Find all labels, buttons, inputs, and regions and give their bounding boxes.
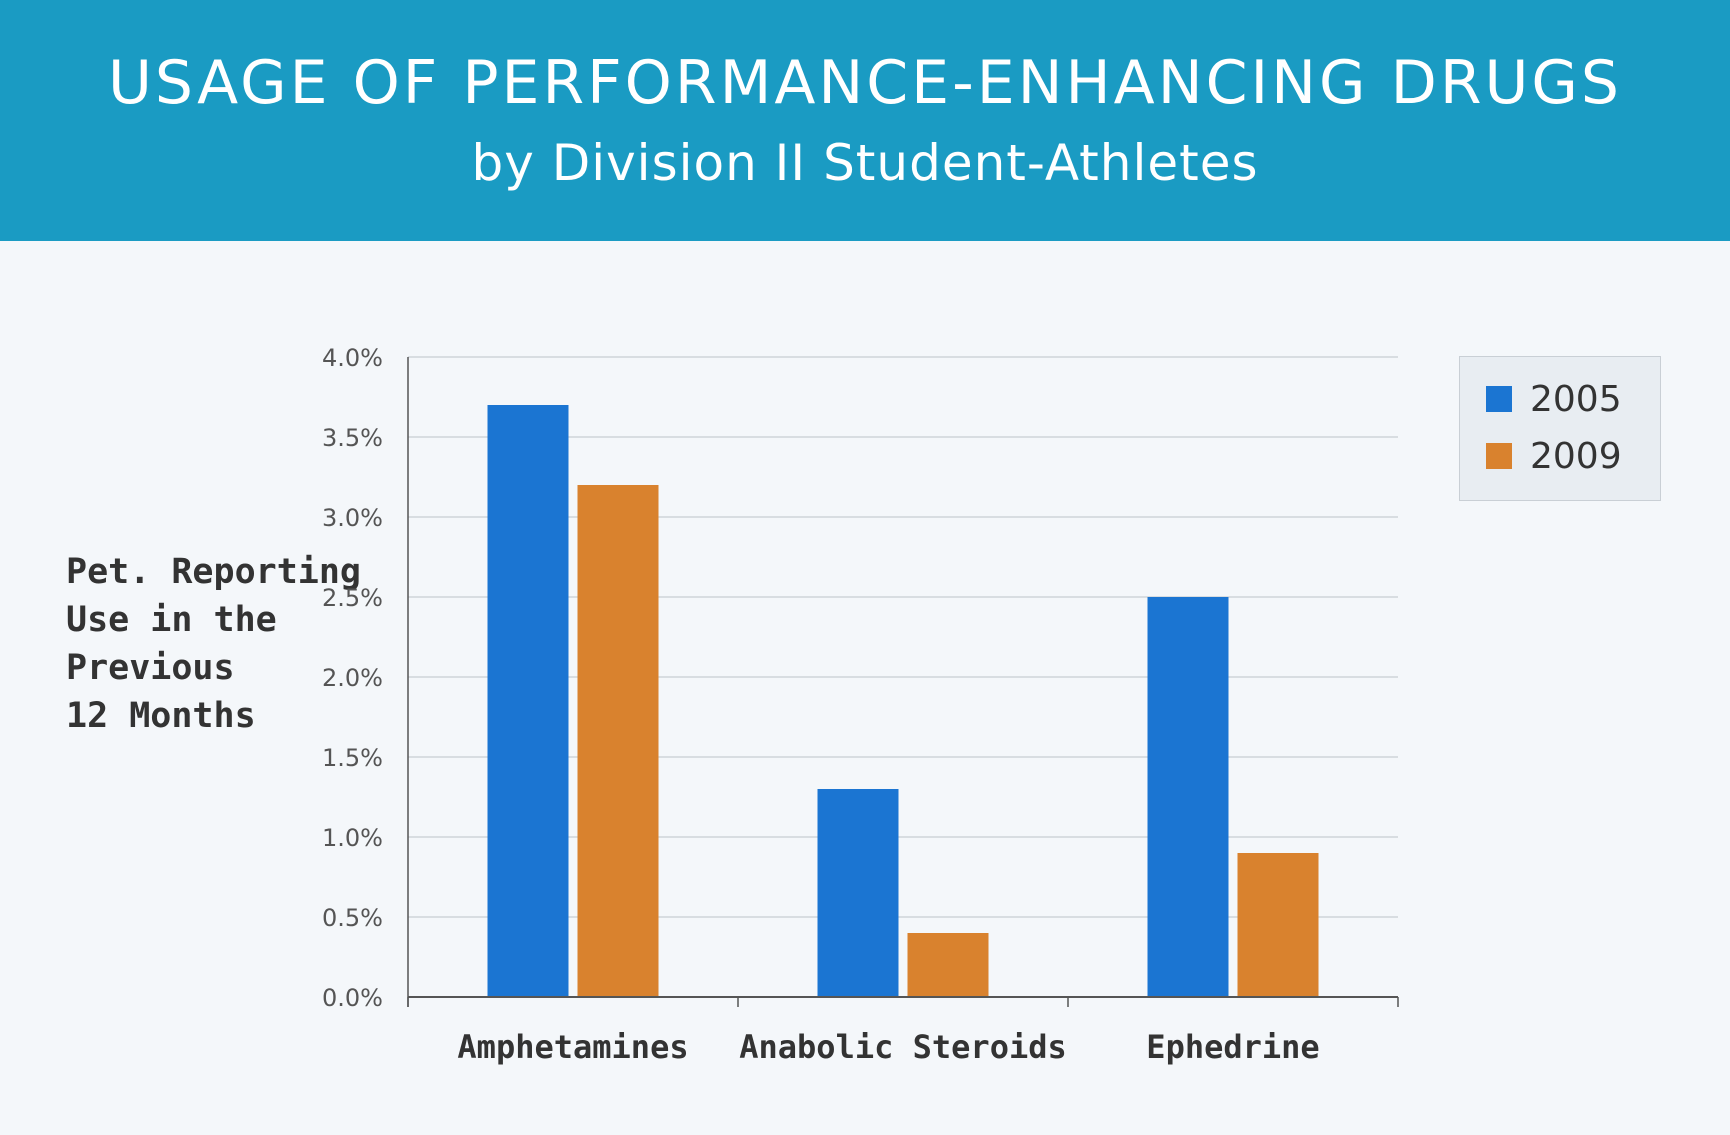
y-axis-label-line: Previous: [66, 648, 235, 688]
legend-swatch-2009: [1486, 443, 1512, 469]
bar-2009-amphetamines: [577, 485, 659, 997]
legend-label-2005: 2005: [1530, 378, 1622, 420]
x-category-label: Amphetamines: [457, 1028, 688, 1066]
y-axis-label-line: 12 Months: [66, 696, 256, 736]
y-axis-label: Pet. Reporting Use in the Previous 12 Mo…: [66, 548, 362, 740]
bar-2005-ephedrine: [1147, 597, 1229, 997]
legend-item-2005: 2005: [1486, 378, 1622, 420]
bar-2005-amphetamines: [487, 405, 569, 997]
chart-subtitle: by Division II Student-Athletes: [471, 134, 1259, 192]
y-axis-label-line: Use in the: [66, 600, 277, 640]
bar-2005-anabolic-steroids: [817, 789, 899, 997]
y-tick-label: 0.5%: [322, 904, 383, 932]
bar-2009-anabolic-steroids: [907, 933, 989, 997]
axes: [407, 357, 1399, 1007]
bars: [487, 405, 1319, 997]
gridlines: [408, 356, 1398, 918]
chart-title: USAGE OF PERFORMANCE-ENHANCING DRUGS: [107, 48, 1622, 118]
legend-label-2009: 2009: [1530, 435, 1622, 477]
y-axis-label-line: Pet. Reporting: [66, 552, 362, 592]
y-tick-label: 3.0%: [322, 504, 383, 532]
legend: 2005 2009: [1459, 356, 1661, 501]
bar-2009-ephedrine: [1237, 853, 1319, 997]
y-tick-label: 4.0%: [322, 344, 383, 372]
x-axis-categories: Amphetamines Anabolic Steroids Ephedrine: [457, 1028, 1319, 1066]
y-tick-label: 0.0%: [322, 984, 383, 1012]
y-tick-label: 3.5%: [322, 424, 383, 452]
y-tick-label: 1.0%: [322, 824, 383, 852]
x-category-label: Anabolic Steroids: [739, 1028, 1067, 1066]
legend-swatch-2005: [1486, 386, 1512, 412]
chart-header: USAGE OF PERFORMANCE-ENHANCING DRUGS by …: [0, 0, 1730, 241]
x-category-label: Ephedrine: [1146, 1028, 1319, 1066]
y-axis-ticks: 0.0% 0.5% 1.0% 1.5% 2.0% 2.5% 3.0% 3.5% 4.0%: [322, 344, 383, 1012]
legend-item-2009: 2009: [1486, 435, 1622, 477]
y-tick-label: 2.0%: [322, 664, 383, 692]
y-tick-label: 1.5%: [322, 744, 383, 772]
y-tick-label: 2.5%: [322, 584, 383, 612]
